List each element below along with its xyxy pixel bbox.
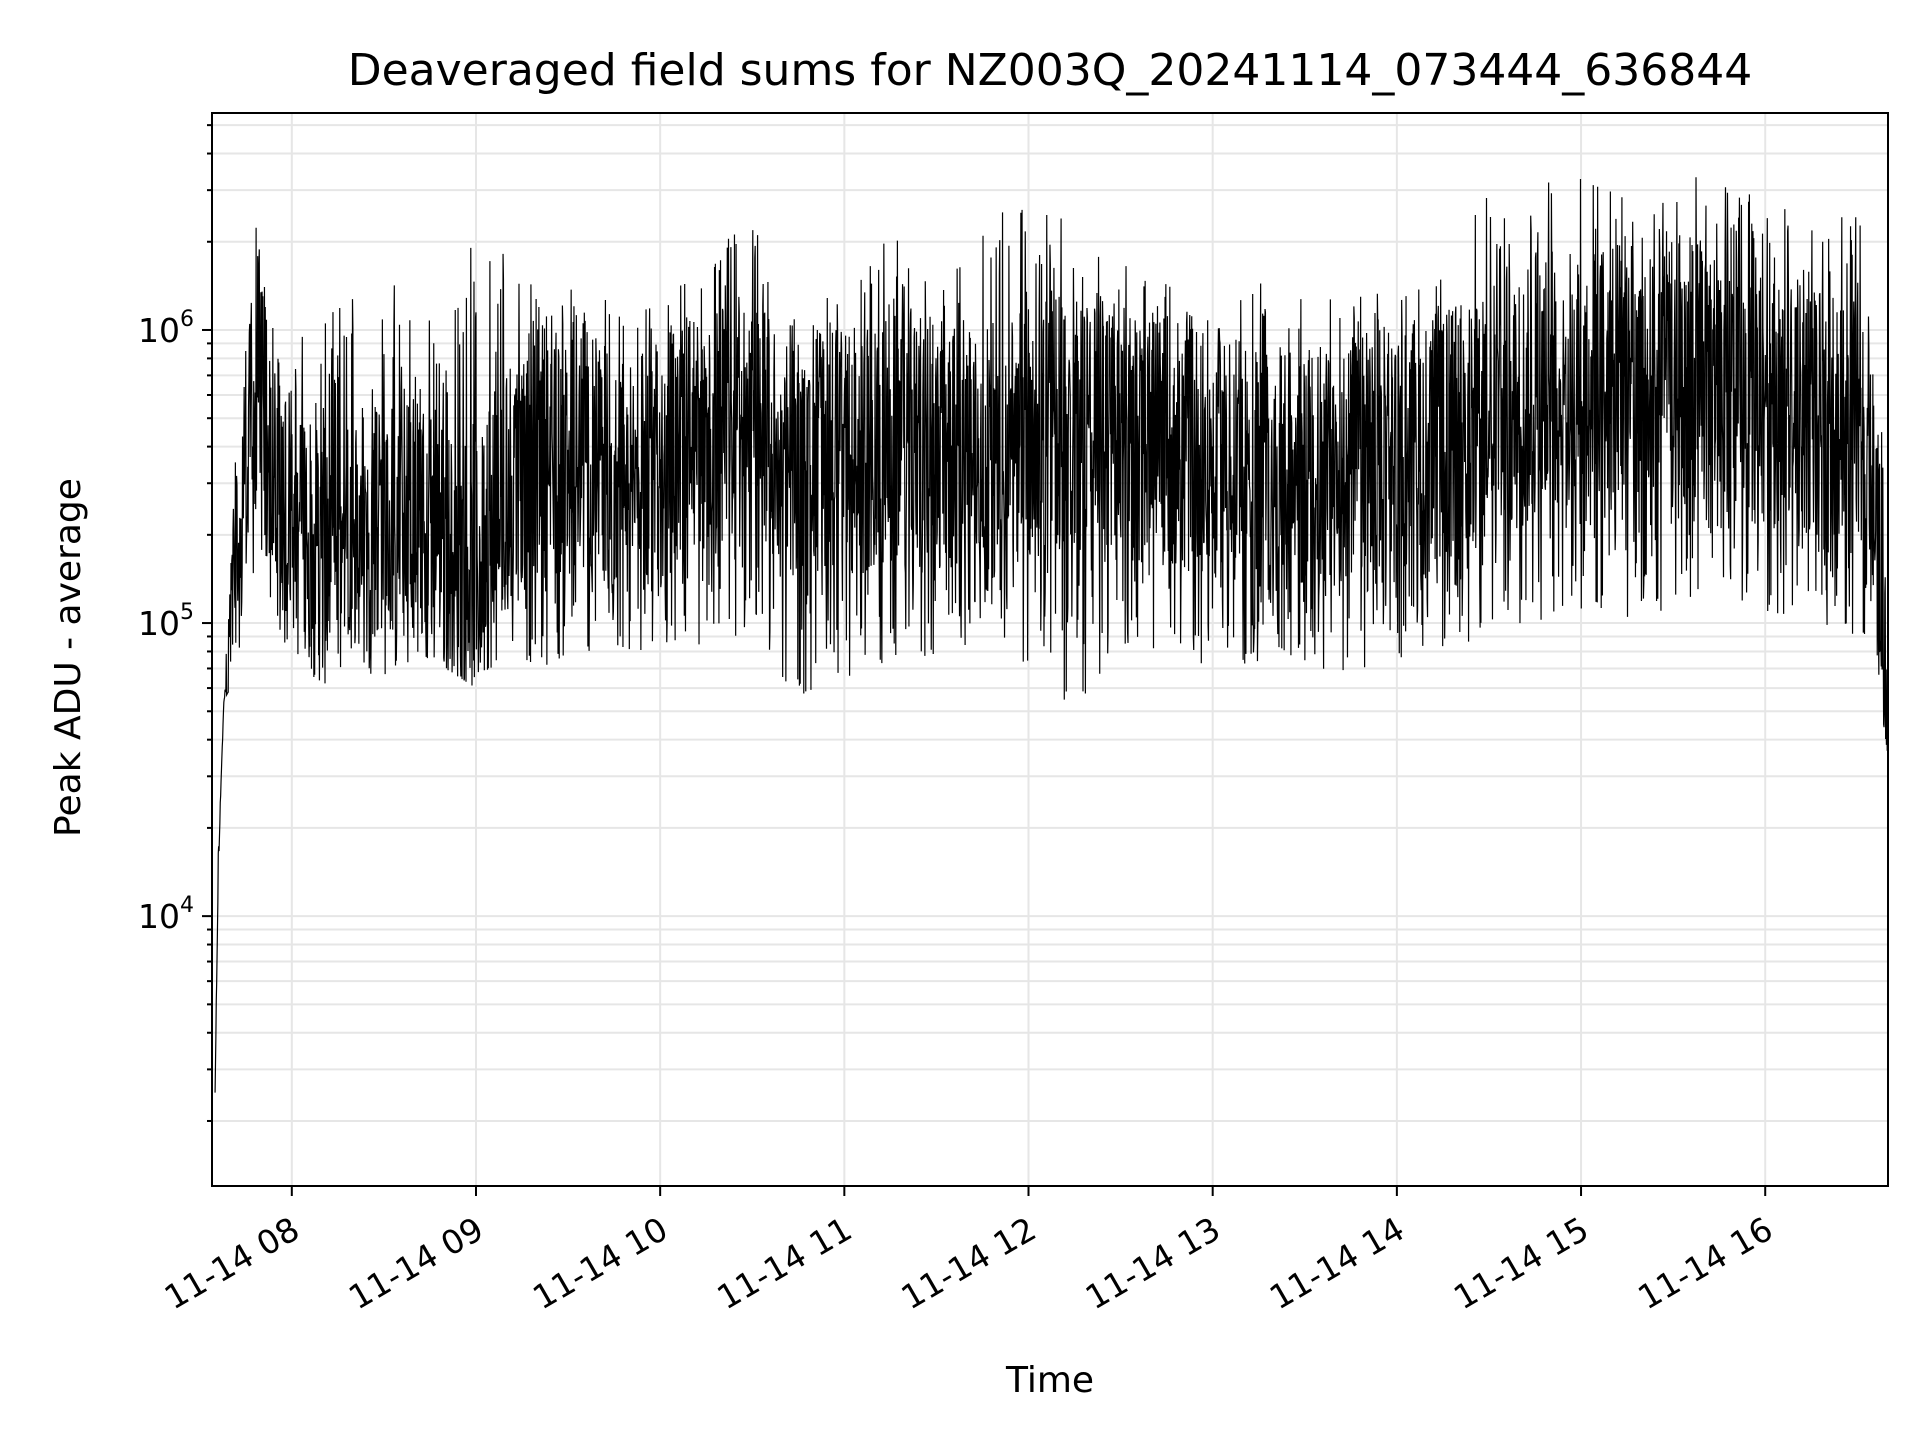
- series-line: [214, 177, 1889, 1093]
- plot-frame: [211, 112, 1889, 1187]
- y-axis-label: Peak ADU - average: [48, 478, 89, 837]
- y-tick-label: 105: [138, 600, 194, 643]
- x-axis-label: Time: [1005, 1360, 1094, 1401]
- y-tick-label: 106: [138, 307, 194, 350]
- series-line-group: [214, 177, 1889, 1093]
- y-tick-label: 104: [138, 893, 194, 936]
- chart-title: Deaveraged field sums for NZ003Q_2024111…: [348, 45, 1753, 96]
